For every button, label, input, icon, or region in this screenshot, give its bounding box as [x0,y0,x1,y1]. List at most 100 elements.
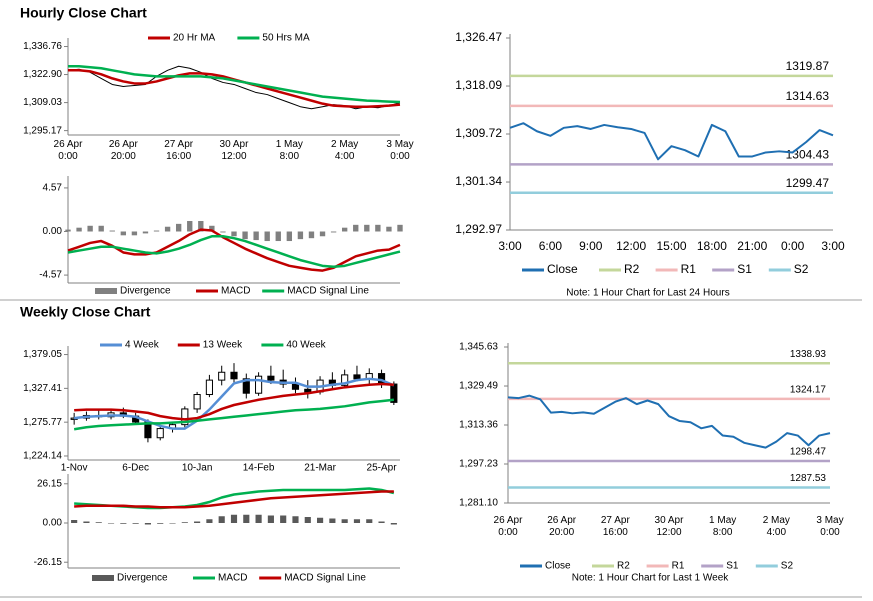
legend-swatch [92,575,114,581]
x-tick-label: 27 Apr 16:00 [601,515,631,538]
divergence-bar [120,523,127,524]
divergence-bar [341,519,348,523]
candle-body [255,375,263,394]
candle-body [218,371,226,381]
x-tick-label-line: 27 Apr [601,515,631,526]
x-tick-label-line: 20:00 [111,151,136,162]
legend-swatch [95,288,117,294]
y-tick-label: 1,379.05 [23,349,62,360]
series-line [67,228,401,272]
divergence-bar [242,231,248,240]
x-tick-label: 30 Apr 12:00 [655,515,685,538]
x-tick-label-line: 8:00 [713,527,733,538]
y-tick-label: 0.00 [43,518,63,529]
x-tick-label: 18:00 [697,239,727,253]
divergence-bar [319,231,326,237]
x-tick-label: 2 May 4:00 [331,139,358,162]
divergence-bar [144,523,151,525]
x-tick-label-line: 26 Apr [547,515,577,526]
legend-label: Close [545,561,571,572]
x-tick-label: 6-Dec [122,463,149,474]
divergence-bar [308,231,315,239]
divergence-bar [169,523,176,524]
x-tick-label: 3 May 0:00 [386,139,413,162]
series-line [74,490,394,509]
x-tick-label-line: 2 May [763,515,790,526]
divergence-bar [153,230,160,232]
divergence-bar [107,523,115,524]
legend-label: MACD Signal Line [287,286,369,297]
x-tick-label: 3:00 [498,239,522,253]
divergence-bar [264,231,270,242]
x-tick-label: 9:00 [579,239,603,253]
x-tick-label-line: 0:00 [58,151,78,162]
x-tick-label-line: 4:00 [335,151,355,162]
divergence-bar [353,519,361,523]
divergence-bar [304,517,311,523]
divergence-bar [95,522,102,523]
x-tick-label-line: 4:00 [767,527,787,538]
x-tick-label: 1 May 8:00 [709,515,736,538]
x-tick-label: 21:00 [737,239,767,253]
legend-label: S1 [726,561,739,572]
y-tick-label: 1,345.63 [459,342,498,353]
divergence-bar [120,231,127,236]
legend-label: R2 [617,561,630,572]
level-label: 1338.93 [790,349,827,360]
divergence-bar [255,514,262,523]
legend-label: R2 [624,262,640,276]
y-tick-label: 1,292.97 [455,222,502,236]
candle-body [193,394,201,410]
divergence-bar [206,519,213,523]
divergence-bar [65,229,71,232]
legend-label: 13 Week [203,340,243,351]
series-line [67,235,401,269]
divergence-bar [71,520,78,523]
x-tick-label: 25-Apr [367,463,398,474]
chart-note: Note: 1 Hour Chart for Last 1 Week [572,573,730,584]
x-tick-label-line: 8:00 [280,151,300,162]
x-tick-label: 3:00 [821,239,845,253]
y-tick-label: 1,327.41 [23,383,62,394]
series-line [507,394,831,449]
x-tick-label-line: 3 May [816,515,843,526]
chart-note: Note: 1 Hour Chart for Last 24 Hours [566,288,729,299]
legend-label: Divergence [120,286,171,297]
legend-label: S2 [781,561,794,572]
legend-label: MACD [221,286,250,297]
divergence-bar [243,514,250,523]
x-tick-label-line: 12:00 [656,527,681,538]
divergence-bar [390,523,397,525]
divergence-bar [83,521,90,523]
divergence-bar [280,515,287,523]
y-tick-label: 4.57 [43,183,63,194]
candle-body [205,379,213,396]
x-tick-label-line: 30 Apr [655,515,685,526]
y-tick-label: 1,224.14 [23,451,62,462]
x-tick-label-line: 0:00 [390,151,410,162]
divergence-bar [386,226,392,232]
divergence-bar [181,522,188,523]
x-tick-label-line: 16:00 [166,151,191,162]
x-tick-label: 6:00 [539,239,563,253]
y-tick-label: 1,326.47 [455,30,502,44]
legend-label: 40 Week [286,340,326,351]
candle-body [267,375,275,381]
divergence-bar [194,521,201,523]
x-tick-label: 26 Apr 20:00 [109,139,139,162]
divergence-bar [87,225,93,232]
x-tick-label: 26 Apr 0:00 [494,515,524,538]
x-tick-label: 21-Mar [304,463,336,474]
legend-label: R1 [681,262,697,276]
x-tick-label: 26 Apr 0:00 [54,139,84,162]
y-tick-label: 1,318.09 [455,78,502,92]
x-tick-label-line: 30 Apr [220,139,250,150]
x-tick-label-line: 26 Apr [494,515,524,526]
x-tick-label-line: 16:00 [603,527,628,538]
divergence-bar [364,224,370,232]
divergence-bar [198,221,204,232]
legend-label: MACD [218,573,247,584]
series-line [74,382,394,421]
candle-body [156,428,164,439]
divergence-bar [286,231,293,242]
